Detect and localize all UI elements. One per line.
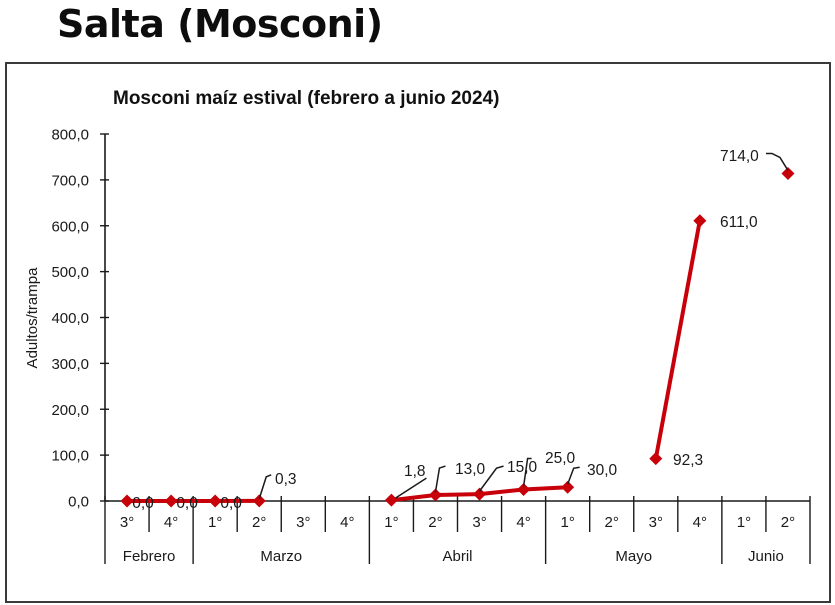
data-point-marker: [164, 494, 178, 508]
week-label: 4°: [164, 514, 178, 531]
y-axis: 0,0 100,0 200,0 300,0 400,0 500,0 600,0 700,0 80…: [51, 127, 109, 511]
label-leader-line: [522, 457, 532, 487]
data-labels: 0,0 0,0 0,0 0,3 1,8 13,0 15,0 25,0 30,0 92,3 611,0…: [132, 148, 789, 512]
week-label: 2°: [428, 514, 442, 531]
month-label: Mayo: [615, 548, 652, 565]
label-leader-line: [434, 465, 446, 493]
week-label: 4°: [693, 514, 707, 531]
y-tick-label: 700,0: [51, 172, 89, 189]
data-point-marker: [473, 487, 487, 501]
x-axis: 3° 4° Febrero 1° 2° 3° 4° Marzo 1° 2° 3° 4° Abril 1° 2…: [104, 496, 811, 565]
week-label: 4°: [340, 514, 354, 531]
week-label: 1°: [560, 514, 574, 531]
data-point-marker: [208, 494, 222, 508]
data-label: 25,0: [545, 450, 576, 467]
week-label: 2°: [781, 514, 795, 531]
label-leader-line: [765, 152, 789, 171]
data-label: 30,0: [587, 462, 618, 479]
data-label: 0,0: [220, 495, 242, 512]
data-label: 13,0: [455, 461, 486, 478]
series-line: [127, 220, 702, 503]
data-label: 0,0: [132, 495, 154, 512]
data-point-marker: [384, 493, 398, 507]
y-tick-label: 300,0: [51, 356, 89, 373]
data-point-marker: [120, 494, 134, 508]
week-label: 3°: [296, 514, 310, 531]
week-label: 3°: [120, 514, 134, 531]
data-markers: [120, 166, 795, 508]
week-label: 2°: [252, 514, 266, 531]
week-label: 4°: [516, 514, 530, 531]
week-label: 1°: [384, 514, 398, 531]
y-tick-label: 100,0: [51, 448, 89, 465]
label-leader-line: [478, 465, 504, 492]
month-label: Abril: [442, 548, 472, 565]
data-label: 611,0: [720, 214, 758, 231]
label-leader-line: [566, 466, 580, 485]
month-label: Junio: [748, 548, 784, 565]
y-tick-label: 600,0: [51, 218, 89, 235]
label-leader-line: [258, 474, 272, 500]
data-label: 1,8: [404, 463, 426, 480]
week-label: 3°: [472, 514, 486, 531]
data-label: 714,0: [720, 148, 759, 165]
data-label: 92,3: [673, 452, 703, 469]
data-label: 0,0: [176, 495, 198, 512]
week-label: 1°: [737, 514, 751, 531]
data-point-marker: [649, 452, 663, 466]
data-point-marker: [781, 166, 795, 180]
y-axis-title: Adultos/trampa: [24, 267, 41, 369]
month-label: Febrero: [123, 548, 176, 565]
data-point-marker: [252, 494, 266, 508]
week-label: 2°: [605, 514, 619, 531]
data-label: 0,3: [275, 471, 297, 488]
y-tick-label: 0,0: [68, 494, 89, 511]
line-segment: [653, 220, 702, 460]
week-label: 1°: [208, 514, 222, 531]
data-point-marker: [517, 483, 531, 497]
data-label: 15,0: [507, 459, 538, 476]
y-tick-label: 500,0: [51, 264, 89, 281]
y-tick-label: 800,0: [51, 127, 89, 144]
month-label: Marzo: [260, 548, 302, 565]
week-label: 3°: [649, 514, 663, 531]
data-point-marker: [428, 488, 442, 502]
data-point-marker: [561, 480, 575, 494]
label-leader-line: [394, 477, 427, 499]
data-point-marker: [693, 214, 707, 228]
y-tick-label: 200,0: [51, 402, 89, 419]
chart-frame: [5, 62, 831, 603]
y-tick-label: 400,0: [51, 310, 89, 327]
page-heading: Salta (Mosconi): [57, 2, 383, 46]
chart-title: Mosconi maíz estival (febrero a junio 20…: [113, 88, 499, 109]
